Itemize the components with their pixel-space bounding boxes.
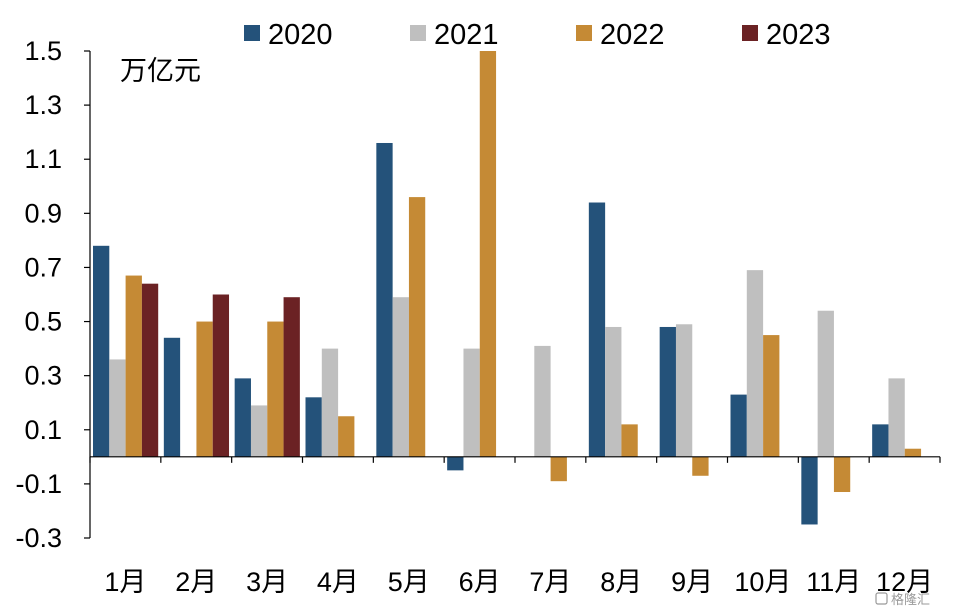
bar-2020-5 — [376, 142, 393, 457]
bar-2020-2 — [163, 337, 181, 457]
legend-label-2023: 2023 — [766, 19, 831, 51]
x-tick-label: 2月 — [175, 567, 217, 597]
x-tick-label: 3月 — [246, 567, 288, 597]
bar-2020-6 — [447, 456, 464, 471]
bar-2021-8 — [605, 326, 622, 457]
bar-2022-1 — [125, 275, 142, 457]
bar-2023-2 — [212, 294, 230, 457]
bar-2021-6 — [463, 348, 480, 457]
bar-2022-11 — [833, 456, 851, 493]
y-tick-label: 1.1 — [24, 144, 62, 174]
y-tick-label: 1.5 — [24, 36, 62, 66]
x-tick-label: 5月 — [388, 567, 430, 597]
bar-2022-10 — [763, 335, 780, 457]
x-tick-label: 8月 — [600, 567, 642, 597]
bar-2020-3 — [234, 378, 251, 457]
legend-swatch-2022 — [576, 25, 592, 41]
x-tick-label: 6月 — [459, 567, 501, 597]
y-tick-label: 0.1 — [24, 415, 62, 445]
legend-label-2022: 2022 — [600, 19, 665, 51]
y-tick-label: -0.3 — [15, 523, 62, 553]
x-tick-label: 4月 — [317, 567, 359, 597]
bar-2021-11 — [817, 310, 834, 457]
x-axis: 1月 2月 3月 4月 5月 6月 7月 8月 9月 10月 11月 12月 — [89, 456, 941, 597]
bar-2022-2 — [196, 321, 213, 457]
watermark-logo-icon — [875, 592, 888, 605]
x-tick-label: 7月 — [529, 567, 571, 597]
bar-2021-5 — [392, 297, 409, 457]
x-tick-label: 10月 — [734, 567, 791, 597]
bar-2021-3 — [250, 405, 268, 457]
legend-swatch-2023 — [742, 25, 758, 41]
bar-2020-9 — [659, 326, 676, 457]
legend: 2020 2021 2022 2023 — [244, 19, 831, 51]
bar-2020-8 — [588, 202, 606, 457]
x-tick-label: 12月 — [876, 567, 933, 597]
legend-swatch-2021 — [410, 25, 426, 41]
bar-2023-3 — [283, 297, 300, 457]
y-tick-label: 0.7 — [24, 252, 62, 282]
legend-swatch-2020 — [244, 25, 260, 41]
bar-2021-4 — [321, 348, 339, 457]
y-tick-label: 0.3 — [24, 361, 62, 391]
x-tick-label: 11月 — [806, 567, 861, 597]
bar-2020-1 — [93, 245, 110, 457]
watermark: 格隆汇 — [875, 592, 930, 608]
y-tick-label: -0.1 — [15, 469, 62, 499]
unit-label: 万亿元 — [120, 56, 201, 87]
y-axis: 1.5 1.3 1.1 0.9 0.7 0.5 0.3 0.1 -0.1 -0.3 — [15, 36, 91, 553]
bars — [93, 51, 922, 525]
bar-2022-5 — [408, 197, 426, 457]
bar-2021-1 — [109, 359, 126, 457]
bar-2021-7 — [534, 345, 551, 457]
bar-2022-8 — [621, 424, 638, 457]
bar-2022-4 — [338, 416, 355, 457]
legend-label-2021: 2021 — [434, 19, 499, 51]
bar-2022-7 — [550, 456, 567, 482]
bar-2022-6 — [479, 51, 497, 457]
bar-2022-12 — [904, 448, 922, 457]
legend-label-2020: 2020 — [268, 19, 333, 51]
bar-2021-12 — [888, 378, 905, 457]
bar-2020-12 — [872, 424, 889, 457]
bar-2022-9 — [692, 456, 709, 476]
y-tick-label: 1.3 — [24, 90, 62, 120]
bar-2020-10 — [730, 394, 747, 457]
bar-2022-3 — [267, 321, 284, 457]
y-tick-label: 0.9 — [24, 198, 62, 228]
watermark-text: 格隆汇 — [891, 592, 930, 608]
bar-2020-11 — [801, 456, 818, 525]
x-tick-label: 1月 — [104, 567, 146, 597]
bar-2021-9 — [675, 324, 693, 457]
bar-2023-1 — [141, 283, 159, 457]
y-tick-label: 0.5 — [24, 307, 62, 337]
bar-2021-10 — [746, 270, 764, 457]
x-tick-label: 9月 — [671, 567, 713, 597]
bar-2020-4 — [305, 397, 322, 457]
